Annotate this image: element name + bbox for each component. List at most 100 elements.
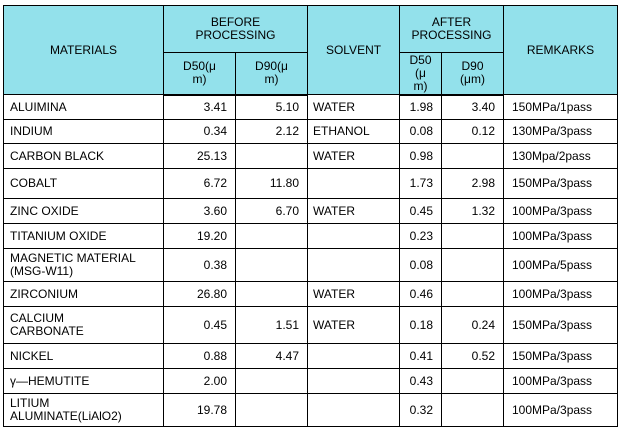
cell-remarks: 100MPa/3pass [503, 368, 618, 394]
header-after-processing: AFTER PROCESSING [399, 5, 504, 53]
cell-d90-before: 6.70 [235, 198, 308, 224]
cell-solvent [307, 393, 400, 427]
cell-remarks: 100MPa/3pass [503, 393, 618, 427]
cell-material: TITANIUM OXIDE [3, 223, 164, 249]
cell-d90-before: 5.10 [235, 94, 308, 120]
cell-d50-after: 1.73 [399, 168, 442, 199]
cell-remarks: 130Mpa/2pass [503, 143, 618, 169]
cell-material: ZIRCONIUM [3, 281, 164, 307]
cell-solvent [307, 343, 400, 369]
cell-d90-after: 2.98 [441, 168, 504, 199]
table-row: NICKEL 0.88 4.47 0.41 0.52 150MPa/3pass [3, 343, 618, 369]
cell-d50-before: 3.60 [163, 198, 236, 224]
cell-d90-after [441, 281, 504, 307]
cell-d90-after [441, 368, 504, 394]
cell-d50-before: 2.00 [163, 368, 236, 394]
table-row: ALUIMINA 3.41 5.10 WATER 1.98 3.40 150MPa/1pas… [3, 94, 618, 120]
cell-d50-after: 0.08 [399, 248, 442, 282]
table-row: CALCIUM CARBONATE 0.45 1.51 WATER 0.18 0.24 15… [3, 306, 618, 344]
cell-d50-after: 0.23 [399, 223, 442, 249]
cell-solvent: ETHANOL [307, 119, 400, 144]
cell-solvent: WATER [307, 94, 400, 120]
cell-solvent [307, 248, 400, 282]
cell-solvent: WATER [307, 281, 400, 307]
cell-d90-after [441, 393, 504, 427]
cell-d90-before [235, 223, 308, 249]
materials-table: MATERIALS BEFORE PROCESSING SOLVENT AFTE… [3, 5, 618, 427]
cell-remarks: 150MPa/1pass [503, 94, 618, 120]
cell-solvent [307, 168, 400, 199]
header-solvent: SOLVENT [307, 5, 400, 95]
cell-d90-after: 3.40 [441, 94, 504, 120]
cell-material: LITIUM ALUMINATE(LiAlO2) [3, 393, 164, 427]
table-row: MAGNETIC MATERIAL (MSG-W11) 0.38 0.08 100MP… [3, 248, 618, 282]
cell-d50-after: 1.98 [399, 94, 442, 120]
cell-d50-after: 0.32 [399, 393, 442, 427]
table-body: ALUIMINA 3.41 5.10 WATER 1.98 3.40 150MPa/1pas… [3, 94, 618, 427]
header-before-processing: BEFORE PROCESSING [163, 5, 308, 53]
cell-d90-before [235, 281, 308, 307]
cell-material: MAGNETIC MATERIAL (MSG-W11) [3, 248, 164, 282]
cell-material: CALCIUM CARBONATE [3, 306, 164, 344]
cell-d50-after: 0.18 [399, 306, 442, 344]
cell-material: ZINC OXIDE [3, 198, 164, 224]
header-materials: MATERIALS [3, 5, 164, 95]
cell-d50-after: 0.98 [399, 143, 442, 169]
cell-d50-before: 25.13 [163, 143, 236, 169]
cell-d50-before: 3.41 [163, 94, 236, 120]
cell-d90-before [235, 393, 308, 427]
table-row: ZIRCONIUM 26.80 WATER 0.46 100MPa/3pass [3, 281, 618, 307]
header-d90-after: D90 (μm) [441, 52, 504, 96]
cell-d50-before: 0.88 [163, 343, 236, 369]
cell-d50-before: 0.45 [163, 306, 236, 344]
table-row: LITIUM ALUMINATE(LiAlO2) 19.78 0.32 100MPa/… [3, 393, 618, 427]
cell-d90-after [441, 223, 504, 249]
cell-solvent [307, 223, 400, 249]
cell-d50-after: 0.46 [399, 281, 442, 307]
cell-remarks: 150MPa/3pass [503, 343, 618, 369]
cell-d90-before: 2.12 [235, 119, 308, 144]
cell-material: NICKEL [3, 343, 164, 369]
cell-solvent [307, 368, 400, 394]
header-d50-after: D50 (μ m) [399, 52, 442, 96]
cell-d50-after: 0.43 [399, 368, 442, 394]
cell-remarks: 100MPa/3pass [503, 281, 618, 307]
cell-remarks: 100MPa/3pass [503, 223, 618, 249]
cell-solvent: WATER [307, 306, 400, 344]
cell-material: INDIUM [3, 119, 164, 144]
cell-d90-before: 11.80 [235, 168, 308, 199]
cell-remarks: 150MPa/3pass [503, 168, 618, 199]
cell-remarks: 150MPa/3pass [503, 306, 618, 344]
cell-d90-after: 0.52 [441, 343, 504, 369]
cell-material: γ—HEMUTITE [3, 368, 164, 394]
cell-d50-before: 19.78 [163, 393, 236, 427]
cell-remarks: 130MPa/3pass [503, 119, 618, 144]
cell-d90-before: 1.51 [235, 306, 308, 344]
cell-material: COBALT [3, 168, 164, 199]
cell-d50-after: 0.41 [399, 343, 442, 369]
table-row: COBALT 6.72 11.80 1.73 2.98 150MPa/3pass [3, 168, 618, 199]
cell-d90-after: 0.24 [441, 306, 504, 344]
cell-remarks: 100MPa/5pass [503, 248, 618, 282]
cell-solvent: WATER [307, 198, 400, 224]
table-row: INDIUM 0.34 2.12 ETHANOL 0.08 0.12 130MPa/3pas… [3, 119, 618, 144]
table-row: ZINC OXIDE 3.60 6.70 WATER 0.45 1.32 100MPa/3p… [3, 198, 618, 224]
table-row: CARBON BLACK 25.13 WATER 0.98 130Mpa/2pass [3, 143, 618, 169]
cell-d90-after: 1.32 [441, 198, 504, 224]
cell-remarks: 100MPa/3pass [503, 198, 618, 224]
cell-d90-before [235, 143, 308, 169]
cell-d50-before: 6.72 [163, 168, 236, 199]
cell-d50-after: 0.08 [399, 119, 442, 144]
header-d90-before: D90(μ m) [235, 52, 308, 96]
cell-d90-before [235, 248, 308, 282]
cell-d50-before: 0.34 [163, 119, 236, 144]
cell-d50-before: 26.80 [163, 281, 236, 307]
cell-d50-before: 19.20 [163, 223, 236, 249]
cell-d50-after: 0.45 [399, 198, 442, 224]
cell-d90-after: 0.12 [441, 119, 504, 144]
table-row: TITANIUM OXIDE 19.20 0.23 100MPa/3pass [3, 223, 618, 249]
cell-material: ALUIMINA [3, 94, 164, 120]
header-d50-before: D50(μ m) [163, 52, 236, 96]
cell-d90-after [441, 143, 504, 169]
header-remarks: REMKARKS [503, 5, 618, 95]
